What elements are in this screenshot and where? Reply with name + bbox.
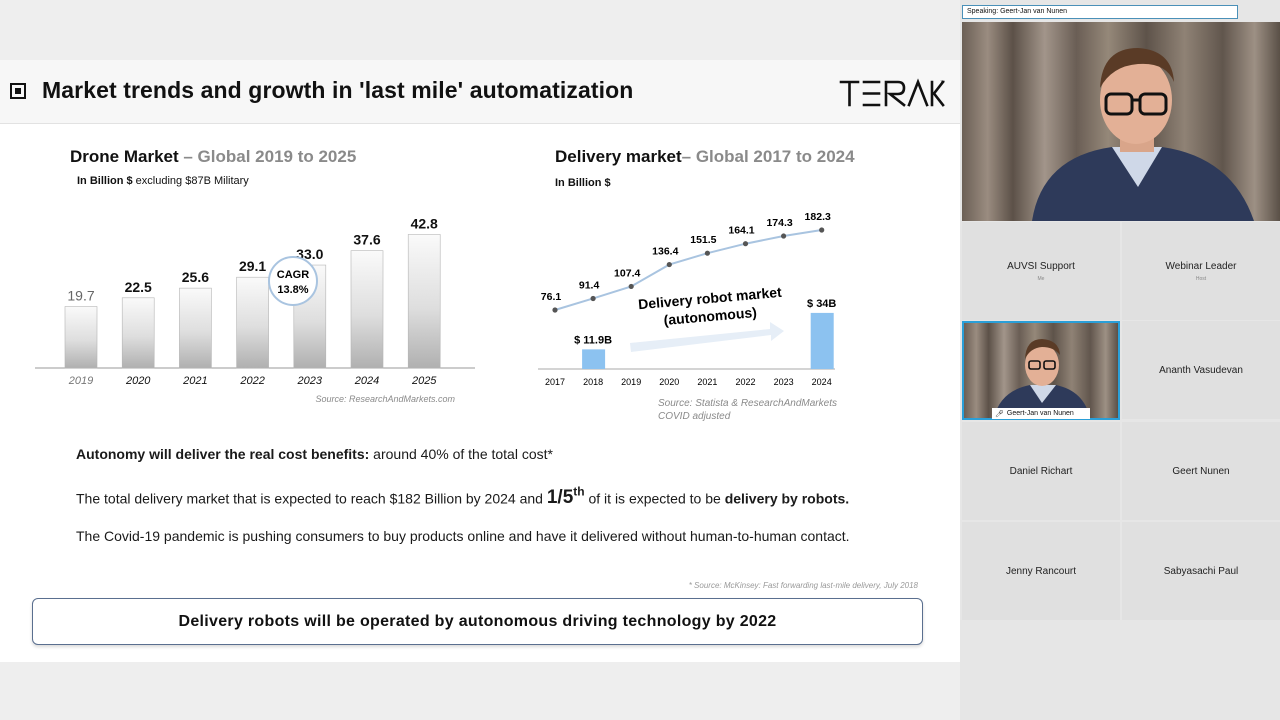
drone-bar: [64, 306, 98, 369]
drone-bar: [407, 234, 441, 369]
drone-category-label: 2025: [411, 375, 437, 387]
delivery-chart-unit: In Billion $: [555, 177, 611, 189]
slide-header: Market trends and growth in 'last mile' …: [0, 60, 960, 124]
drone-value-label: 22.5: [125, 279, 152, 295]
self-name-label: 🎤︎ Geert-Jan van Nunen: [992, 408, 1090, 419]
drone-category-label: 2019: [68, 375, 93, 387]
delivery-value-label: 136.4: [652, 246, 678, 258]
delivery-point: [666, 261, 672, 268]
delivery-market-line: [554, 229, 822, 311]
delivery-value-label: 182.3: [805, 211, 831, 223]
delivery-source-line2: COVID adjusted: [658, 411, 731, 422]
delivery-source-line1: Source: Statista & ResearchAndMarkets: [658, 398, 837, 409]
drone-chart-title: Drone Market – Global 2019 to 2025: [70, 147, 357, 166]
cost-benefit-text: Autonomy will deliver the real cost bene…: [76, 446, 553, 462]
self-name: Geert-Jan van Nunen: [1006, 410, 1074, 417]
slide-title: Market trends and growth in 'last mile' …: [42, 77, 634, 103]
robot-market-value-label: $ 11.9B: [574, 334, 612, 346]
delivery-value-label: 174.3: [766, 217, 792, 229]
delivery-category-label: 2020: [659, 377, 679, 387]
drone-chart-unit: In Billion $ excluding $87B Military: [77, 175, 249, 187]
participant-tile[interactable]: Geert Nunen: [1122, 422, 1280, 520]
delivery-market-chart: Delivery robot market (autonomous) $ 11.…: [538, 211, 837, 422]
delivery-point: [742, 241, 749, 247]
growth-arrow-icon: [630, 322, 784, 352]
drone-value-label: 29.1: [239, 258, 266, 274]
participant-name: AUVSI Support: [1007, 260, 1075, 272]
drone-value-label: 19.7: [67, 288, 94, 304]
participant-tile[interactable]: Sabyasachi Paul: [1122, 522, 1280, 620]
drone-bar: [179, 287, 212, 369]
drone-source: Source: ResearchAndMarkets.com: [315, 394, 455, 404]
delivery-category-label: 2024: [812, 377, 832, 387]
drone-value-label: 33.0: [296, 246, 323, 262]
delivery-value-label: 91.4: [579, 279, 600, 291]
speaker-video-frame: [962, 22, 1280, 221]
active-speaker-video[interactable]: [962, 22, 1280, 221]
participant-tile[interactable]: Webinar Leader Host: [1122, 222, 1280, 320]
participant-tile[interactable]: AUVSI Support Me: [962, 222, 1120, 320]
teraki-logo: ™: [839, 78, 945, 107]
conclusion-box: Delivery robots will be operated by auto…: [32, 598, 923, 645]
drone-value-label: 25.6: [182, 269, 209, 285]
participant-name: Daniel Richart: [1009, 465, 1073, 477]
self-video-tile[interactable]: [962, 321, 1120, 420]
microphone-muted-icon: 🎤︎: [995, 410, 1004, 418]
covid-text: The Covid-19 pandemic is pushing consume…: [76, 528, 850, 544]
participant-tile[interactable]: Jenny Rancourt: [962, 522, 1120, 620]
delivery-value-label: 151.5: [690, 234, 716, 246]
delivery-category-label: 2023: [774, 377, 794, 387]
participant-role: Host: [1195, 275, 1207, 282]
delivery-point: [704, 250, 710, 256]
participant-name: Jenny Rancourt: [1005, 565, 1077, 577]
delivery-category-label: 2017: [545, 377, 565, 387]
robot-market-value-label: $ 34B: [807, 298, 836, 310]
drone-value-label: 37.6: [353, 232, 380, 248]
robot-market-bar: [810, 312, 834, 369]
market-size-text: The total delivery market that is expect…: [76, 485, 850, 509]
drone-value-label: 42.8: [411, 215, 438, 231]
participant-tile[interactable]: Daniel Richart: [962, 422, 1120, 520]
drone-bar: [236, 276, 269, 369]
cagr-badge: CAGR 13.8%: [268, 256, 318, 306]
svg-text:™: ™: [940, 80, 945, 86]
delivery-value-label: 107.4: [614, 267, 640, 279]
robot-market-bar: [582, 349, 606, 369]
delivery-category-label: 2019: [621, 377, 641, 387]
participant-name: Sabyasachi Paul: [1163, 565, 1239, 577]
delivery-category-label: 2018: [583, 377, 603, 387]
delivery-point: [781, 233, 787, 239]
delivery-point: [590, 295, 596, 302]
drone-market-bar-chart: 19.7 2019 22.5 2020 25.6 2021 29.1 2022 33.0 2023…: [35, 215, 475, 404]
participant-tile[interactable]: Ananth Vasudevan: [1122, 321, 1280, 419]
delivery-point: [552, 307, 558, 313]
drone-bar: [350, 250, 384, 369]
drone-bar: [121, 297, 155, 369]
participant-name: Ananth Vasudevan: [1159, 364, 1243, 376]
cagr-value: 13.8%: [277, 284, 308, 296]
presentation-slide: Market trends and growth in 'last mile' …: [0, 60, 960, 662]
title-bullet-icon: [10, 83, 26, 99]
drone-category-label: 2023: [297, 375, 323, 387]
participant-name: Webinar Leader: [1165, 260, 1237, 272]
drone-category-label: 2022: [239, 375, 264, 387]
delivery-category-label: 2021: [697, 377, 717, 387]
delivery-value-label: 164.1: [728, 225, 754, 237]
cagr-label: CAGR: [277, 269, 309, 281]
footnote: * Source: McKinsey: Fast forwarding last…: [688, 581, 918, 590]
delivery-value-label: 76.1: [541, 291, 562, 303]
delivery-chart-title: Delivery market– Global 2017 to 2024: [555, 147, 855, 166]
drone-category-label: 2021: [182, 375, 207, 387]
drone-category-label: 2024: [354, 375, 379, 387]
active-speaker-indicator: Speaking: Geert-Jan van Nunen: [962, 5, 1238, 19]
drone-category-label: 2020: [125, 375, 151, 387]
delivery-point: [628, 283, 634, 290]
participant-name: Geert Nunen: [1172, 465, 1230, 477]
self-video-frame: [964, 323, 1118, 418]
delivery-point: [819, 227, 825, 233]
participant-role: Me: [1037, 275, 1045, 282]
delivery-category-label: 2022: [735, 377, 755, 387]
